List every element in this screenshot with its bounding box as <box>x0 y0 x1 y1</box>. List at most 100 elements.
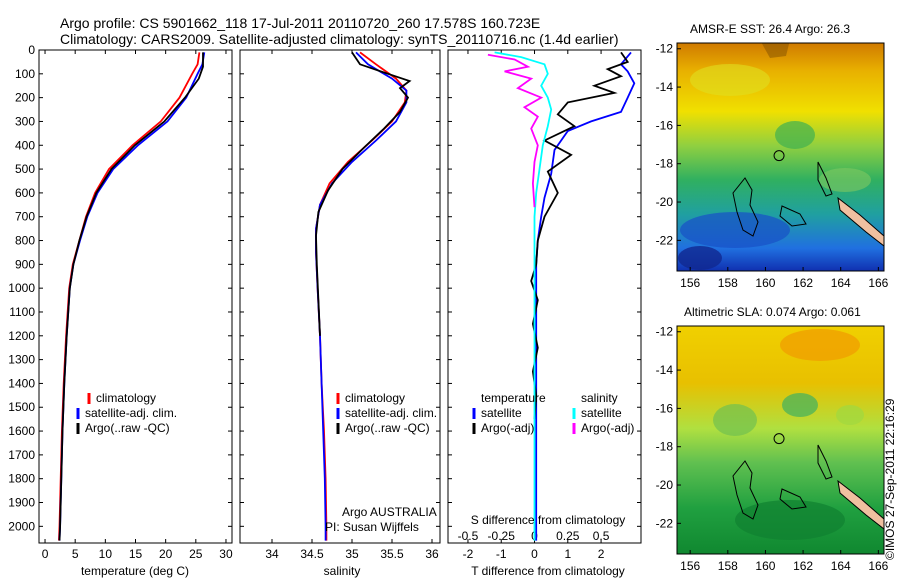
salinity-legend: climatology satellite-adj. clim. Argo(..… <box>336 391 437 435</box>
y-tick-label: 1000 <box>8 281 35 295</box>
map-x-tick-label: 166 <box>868 276 888 290</box>
x-tick-label: 0 <box>42 547 49 561</box>
temperature-xlabel: temperature (deg C) <box>81 564 189 578</box>
y-tick-label: 300 <box>15 114 35 128</box>
sst-map-title: AMSR-E SST: 26.4 Argo: 26.3 <box>690 22 851 36</box>
argo-program-label: Argo AUSTRALIA <box>342 505 437 519</box>
y-tick-label: 1800 <box>8 472 35 486</box>
new-caledonia-land <box>837 479 884 530</box>
map-y-tick-label: -14 <box>656 363 674 377</box>
legend-label-t-argo: Argo(-adj) <box>481 421 534 435</box>
series-line-salinity-satellite <box>494 51 553 541</box>
s-x-tick-label: -0.25 <box>488 529 516 543</box>
y-tick-label: 1600 <box>8 424 35 438</box>
sst-map: 156 158 160 162 164 166 -12 -14 -16 -18 -20 -22 <box>656 42 889 290</box>
s-difference-x-axis: -0.5 -0.25 0 0.25 0.5 <box>458 529 610 543</box>
x-tick-label: 36 <box>425 547 439 561</box>
legend-heading-salinity: salinity <box>581 391 618 405</box>
pi-label: PI: Susan Wijffels <box>325 520 419 534</box>
series-line-argo-raw-qc- <box>315 51 412 336</box>
map-x-tick-label: 156 <box>680 559 700 573</box>
legend-label-s-satellite: satellite <box>581 406 622 420</box>
difference-legend-temperature: temperature satellite Argo(-adj) <box>472 391 546 435</box>
x-tick-label: 1 <box>564 547 571 561</box>
salinity-x-axis: 34 34.5 35 35.5 36 <box>265 50 439 561</box>
series-line-argo-raw-qc- <box>58 52 204 541</box>
series-line-satellite-adj-clim- <box>315 51 408 541</box>
s-difference-xlabel: S difference from climatology <box>471 513 626 527</box>
series-line-climatology <box>58 52 201 541</box>
y-tick-label: 1700 <box>8 448 35 462</box>
y-tick-label: 1400 <box>8 376 35 390</box>
map-x-tick-label: 166 <box>868 559 888 573</box>
argo-float-marker <box>773 150 785 162</box>
map-y-tick-label: -18 <box>656 440 674 454</box>
difference-panel: -2 -1 0 1 2 -0.5 -0.25 0 0.25 0.5 T difference f… <box>447 49 642 578</box>
x-tick-label: -2 <box>463 547 474 561</box>
map-y-tick-label: -14 <box>656 80 674 94</box>
y-tick-label: 400 <box>15 138 35 152</box>
map-y-tick-label: -12 <box>656 42 674 56</box>
y-tick-label: 700 <box>15 210 35 224</box>
argo-float-marker <box>773 433 785 445</box>
y-tick-label: 600 <box>15 186 35 200</box>
imos-credit: ©IMOS 27-Sep-2011 22:16:29 <box>883 398 897 560</box>
s-x-tick-label: 0.25 <box>556 529 580 543</box>
temperature-panel: 0100200300400500600700800900100011001200… <box>8 43 233 578</box>
figure-title-line1: Argo profile: CS 5901662_118 17-Jul-2011… <box>60 15 541 31</box>
sla-map-frame <box>676 325 885 555</box>
x-tick-label: 30 <box>219 547 233 561</box>
series-line-temperature-satellite <box>535 51 636 541</box>
y-tick-label: 500 <box>15 162 35 176</box>
map-y-tick-label: -16 <box>656 118 674 132</box>
y-tick-label: 1500 <box>8 400 35 414</box>
island-outline <box>732 177 759 237</box>
legend-label-climatology: climatology <box>96 391 156 405</box>
x-tick-label: -1 <box>496 547 507 561</box>
map-x-tick-label: 160 <box>755 276 775 290</box>
series-line-temperature-argo-adj- <box>530 51 630 420</box>
map-x-tick-label: 158 <box>718 276 738 290</box>
salinity-axes-frame <box>239 49 441 544</box>
map-y-tick-label: -20 <box>656 195 674 209</box>
temperature-legend: climatology satellite-adj. clim. Argo(..… <box>76 391 177 435</box>
difference-legend-salinity: salinity satellite Argo(-adj) <box>572 391 634 435</box>
y-tick-label: 100 <box>15 67 35 81</box>
map-x-tick-label: 160 <box>755 559 775 573</box>
x-tick-label: 34.5 <box>300 547 324 561</box>
figure-title-line2: Climatology: CARS2009. Satellite-adjuste… <box>60 31 619 47</box>
map-y-tick-label: -18 <box>656 157 674 171</box>
y-tick-label: 2000 <box>8 519 35 533</box>
map-y-tick-label: -22 <box>656 516 674 530</box>
x-tick-label: 25 <box>189 547 203 561</box>
map-x-tick-label: 164 <box>831 276 851 290</box>
legend-label-climatology: climatology <box>345 391 405 405</box>
y-tick-label: 0 <box>28 43 35 57</box>
y-tick-label: 1900 <box>8 496 35 510</box>
salinity-xlabel: salinity <box>324 564 361 578</box>
island-outline <box>732 460 759 520</box>
salinity-panel: 34 34.5 35 35.5 36 salinity climatology sate… <box>239 49 441 578</box>
y-tick-label: 900 <box>15 257 35 271</box>
temperature-x-axis: 0 5 10 15 20 25 30 <box>42 50 233 561</box>
map-y-tick-label: -20 <box>656 478 674 492</box>
t-difference-x-axis: -2 -1 0 1 2 <box>463 50 605 561</box>
series-line-satellite-adj-clim- <box>58 52 206 541</box>
map-y-tick-label: -16 <box>656 401 674 415</box>
x-tick-label: 10 <box>99 547 113 561</box>
y-tick-label: 1200 <box>8 329 35 343</box>
y-tick-label: 200 <box>15 91 35 105</box>
y-tick-label: 1300 <box>8 353 35 367</box>
s-x-tick-label: -0.5 <box>458 529 479 543</box>
s-x-tick-label: 0.5 <box>593 529 610 543</box>
legend-label-t-satellite: satellite <box>481 406 522 420</box>
legend-label-argo: Argo(..raw -QC) <box>345 421 430 435</box>
temperature-profile-lines <box>58 52 206 541</box>
new-caledonia-land <box>837 196 884 247</box>
y-tick-label: 1100 <box>9 305 35 319</box>
map-x-tick-label: 162 <box>793 559 813 573</box>
series-line-salinity-argo-adj- <box>487 53 544 208</box>
sla-map-title: Altimetric SLA: 0.074 Argo: 0.061 <box>684 305 861 319</box>
